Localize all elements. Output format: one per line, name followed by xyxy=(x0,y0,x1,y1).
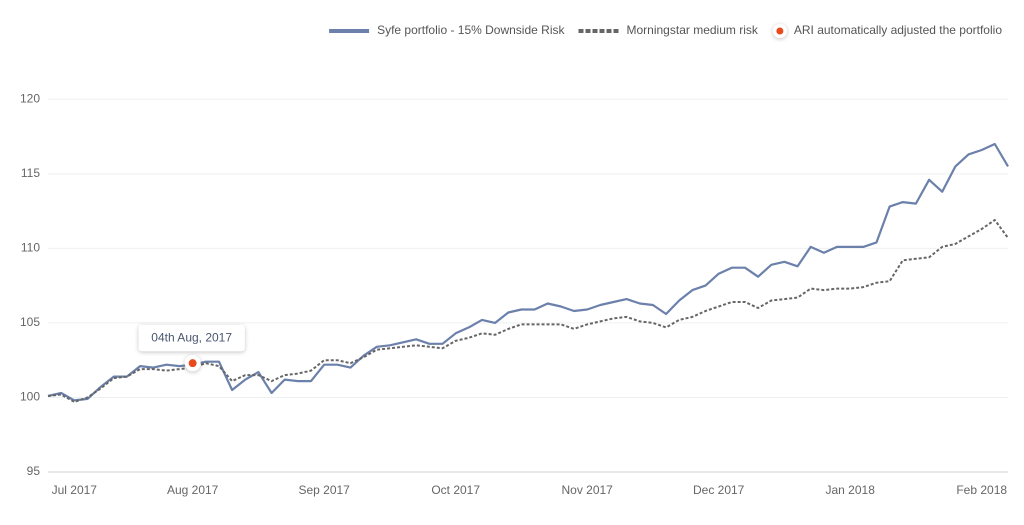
x-tick-label: Dec 2017 xyxy=(693,483,745,497)
legend-label: Syfe portfolio - 15% Downside Risk xyxy=(377,23,565,37)
plot-area: 04th Aug, 2017 xyxy=(47,142,1009,403)
y-tick-label: 120 xyxy=(20,91,40,105)
x-tick-label: Sep 2017 xyxy=(298,483,350,497)
x-tick-label: Jan 2018 xyxy=(825,483,875,497)
legend-label: ARI automatically adjusted the portfolio xyxy=(794,23,1002,37)
x-tick-label: Feb 2018 xyxy=(956,483,1007,497)
series-line xyxy=(47,142,1009,402)
y-tick-label: 95 xyxy=(27,464,41,478)
tooltip: 04th Aug, 2017 xyxy=(138,325,245,352)
series-line xyxy=(47,219,1009,403)
x-tick-label: Aug 2017 xyxy=(167,483,219,497)
y-tick-label: 105 xyxy=(20,315,40,329)
tooltip-label: 04th Aug, 2017 xyxy=(151,330,232,344)
tooltip-box xyxy=(138,325,245,352)
y-tick-label: 100 xyxy=(20,390,40,404)
legend-marker-dot xyxy=(776,27,784,35)
x-tick-label: Jul 2017 xyxy=(52,483,98,497)
grid: 95 100 105 110 115 120 Jul 2017 Aug 2017 Sep 201… xyxy=(20,91,1008,497)
x-tick-label: Nov 2017 xyxy=(561,483,613,497)
y-tick-label: 115 xyxy=(21,166,40,180)
y-tick-label: 110 xyxy=(21,241,40,255)
legend-label: Morningstar medium risk xyxy=(627,23,759,37)
legend: ARI automatically adjusted the portfolio… xyxy=(329,23,1002,38)
x-tick-label: Oct 2017 xyxy=(431,483,480,497)
event-marker-dot xyxy=(188,359,197,368)
